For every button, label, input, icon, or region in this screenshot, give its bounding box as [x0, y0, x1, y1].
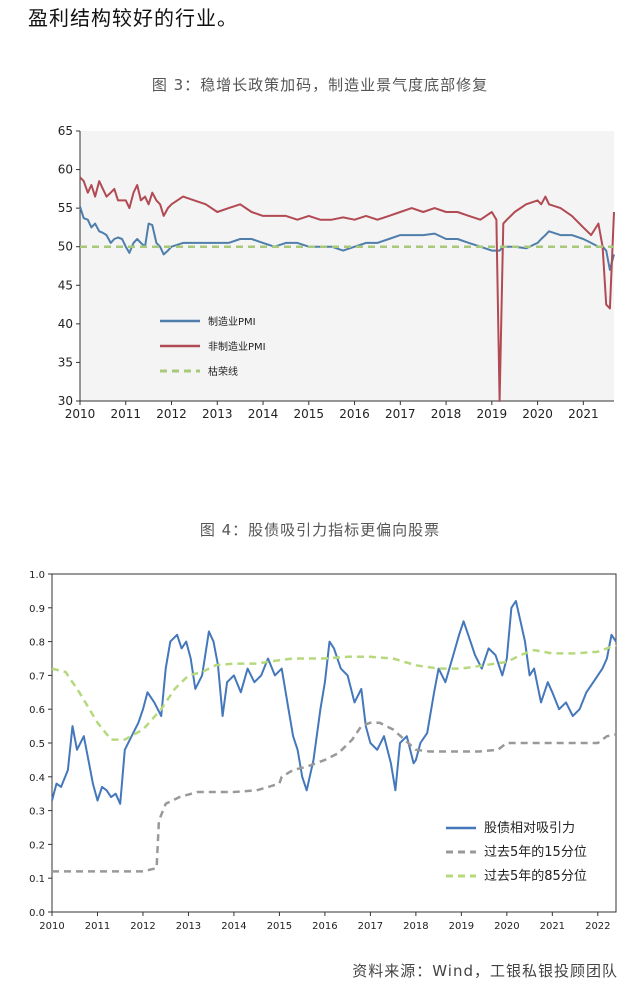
x-tick-label: 2011: [85, 921, 110, 932]
x-tick-label: 2018: [431, 407, 462, 421]
x-tick-label: 2017: [358, 921, 383, 932]
chart2-title: 图 4：股债吸引力指标更偏向股票: [199, 521, 441, 539]
x-tick-label: 2010: [39, 921, 64, 932]
legend-label: 过去5年的85分位: [484, 868, 587, 884]
y-tick-label: 55: [58, 201, 73, 215]
chart2-plot: 0.0 0.1 0.2 0.3 0.4 0.5 0.6 0.7 0.8 0.9 1.0 2010 201…: [29, 570, 617, 932]
series-line: [51, 600, 617, 805]
series-line: [51, 643, 617, 741]
x-tick-label: 2013: [176, 921, 201, 932]
chart1-plot: 30 35 40 45 50 55 60 65 2010 2011 2012 2013 2014 2015…: [58, 124, 615, 421]
y-tick-label: 0.1: [29, 874, 45, 885]
x-tick-label: 2019: [449, 921, 474, 932]
plot-frame: [51, 573, 617, 913]
y-tick-label: 0.6: [29, 705, 45, 716]
legend-label: 股债相对吸引力: [484, 821, 575, 836]
x-tick-label: 2011: [110, 407, 141, 421]
y-tick-label: 0.2: [29, 840, 45, 851]
y-tick-label: 0.3: [29, 807, 45, 818]
x-tick-label: 2021: [540, 921, 565, 932]
x-tick-label: 2014: [248, 407, 279, 421]
source-note: 资料来源：Wind，工银私银投顾团队: [352, 962, 618, 980]
y-tick-label: 0.5: [29, 739, 45, 750]
x-tick-label: 2022: [585, 921, 610, 932]
y-tick-label: 65: [58, 124, 73, 138]
y-tick-label: 30: [58, 394, 73, 408]
legend-label: 枯荣线: [208, 365, 238, 378]
x-tick-label: 2015: [294, 407, 325, 421]
series-line: [79, 206, 615, 271]
legend-label: 过去5年的15分位: [484, 844, 587, 860]
x-tick-label: 2017: [385, 407, 416, 421]
y-tick-label: 50: [58, 240, 73, 254]
x-tick-label: 2020: [494, 921, 519, 932]
y-tick-label: 0.8: [29, 638, 45, 649]
x-tick-label: 2020: [522, 407, 553, 421]
x-tick-label: 2018: [403, 921, 428, 932]
y-tick-label: 0.7: [29, 671, 45, 682]
y-tick-label: 40: [58, 317, 73, 331]
x-tick-label: 2019: [477, 407, 508, 421]
x-tick-label: 2015: [267, 921, 292, 932]
chart1-title: 图 3：稳增长政策加码，制造业景气度底部修复: [151, 76, 489, 94]
y-tick-label: 35: [58, 355, 73, 369]
x-tick-label: 2013: [202, 407, 233, 421]
x-tick-label: 2016: [339, 407, 370, 421]
x-tick-label: 2014: [221, 921, 246, 932]
x-tick-label: 2012: [130, 921, 155, 932]
y-tick-label: 1.0: [29, 570, 45, 581]
legend-label: 非制造业PMI: [208, 340, 266, 353]
y-tick-label: 0.0: [29, 908, 45, 919]
series-line: [79, 176, 615, 402]
y-tick-label: 0.4: [29, 773, 45, 784]
x-tick-label: 2016: [312, 921, 337, 932]
y-tick-label: 0.9: [29, 604, 45, 615]
plot-background: [80, 131, 614, 401]
series-line: [52, 721, 617, 873]
x-tick-label: 2012: [156, 407, 187, 421]
y-tick-label: 45: [58, 278, 73, 292]
x-tick-label: 2021: [568, 407, 599, 421]
intro-text: 盈利结构较好的行业。: [28, 6, 238, 30]
legend-label: 制造业PMI: [208, 315, 256, 328]
x-tick-label: 2010: [65, 407, 96, 421]
y-tick-label: 60: [58, 163, 73, 177]
